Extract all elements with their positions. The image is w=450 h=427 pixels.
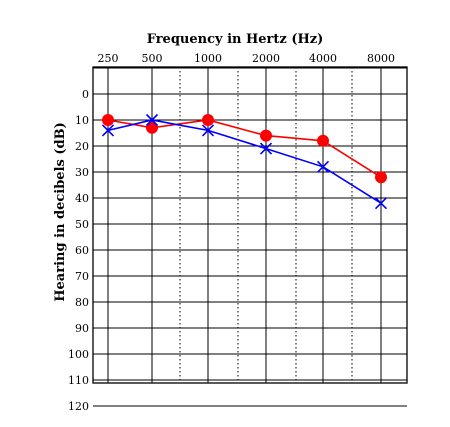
series-2 [101, 113, 388, 210]
x-tick-label: 4000 [309, 52, 337, 65]
y-tick-label: 0 [82, 88, 89, 101]
y-tick-label: 60 [75, 244, 89, 257]
y-tick-label: 80 [75, 296, 89, 309]
data-point-circle [317, 134, 329, 147]
y-tick-label: 110 [68, 374, 89, 387]
data-point-circle [102, 114, 114, 126]
data-point-circle [375, 171, 387, 184]
series-1 [102, 114, 387, 184]
x-tick-label: 500 [142, 52, 163, 65]
grid [93, 67, 407, 407]
series-layer [101, 113, 388, 210]
y-tick-label: 20 [75, 140, 89, 153]
y-tick-labels: 0 10 20 30 40 50 60 70 80 90 100 110 120 [68, 88, 89, 413]
x-tick-label: 250 [98, 52, 119, 65]
x-tick-label: 8000 [367, 52, 395, 65]
series-line [107, 119, 382, 204]
data-point-x-stroke [316, 160, 330, 173]
data-point-x [145, 113, 159, 127]
y-tick-label: 30 [75, 166, 89, 179]
y-tick-label: 70 [75, 270, 89, 283]
data-point-circle [202, 114, 214, 126]
data-point-x-stroke [145, 113, 159, 127]
data-point-x [374, 197, 388, 210]
data-point-circle [146, 121, 158, 134]
plot-frame [92, 66, 408, 384]
series-line [107, 119, 382, 178]
y-axis-label: Hearing in decibels (dB) [53, 122, 68, 302]
y-tick-label: 50 [75, 218, 89, 231]
x-tick-labels: 250 500 1000 2000 4000 8000 [98, 52, 396, 65]
data-point-x-stroke [201, 124, 215, 137]
data-point-x-stroke [374, 197, 388, 210]
y-tick-label: 100 [68, 348, 89, 361]
data-point-x [101, 124, 115, 137]
data-point-circle [260, 129, 272, 142]
data-point-x [201, 124, 215, 137]
y-tick-label: 120 [68, 400, 89, 413]
y-tick-label: 40 [75, 192, 89, 205]
y-tick-label: 90 [75, 322, 89, 335]
x-tick-label: 1000 [194, 52, 222, 65]
data-point-x [259, 142, 273, 155]
data-point-x-stroke [259, 142, 273, 155]
chart-title: Frequency in Hertz (Hz) [147, 32, 324, 47]
data-point-x-stroke [101, 124, 115, 137]
y-tick-label: 10 [75, 114, 89, 127]
x-tick-label: 2000 [252, 52, 280, 65]
data-point-x [316, 160, 330, 173]
